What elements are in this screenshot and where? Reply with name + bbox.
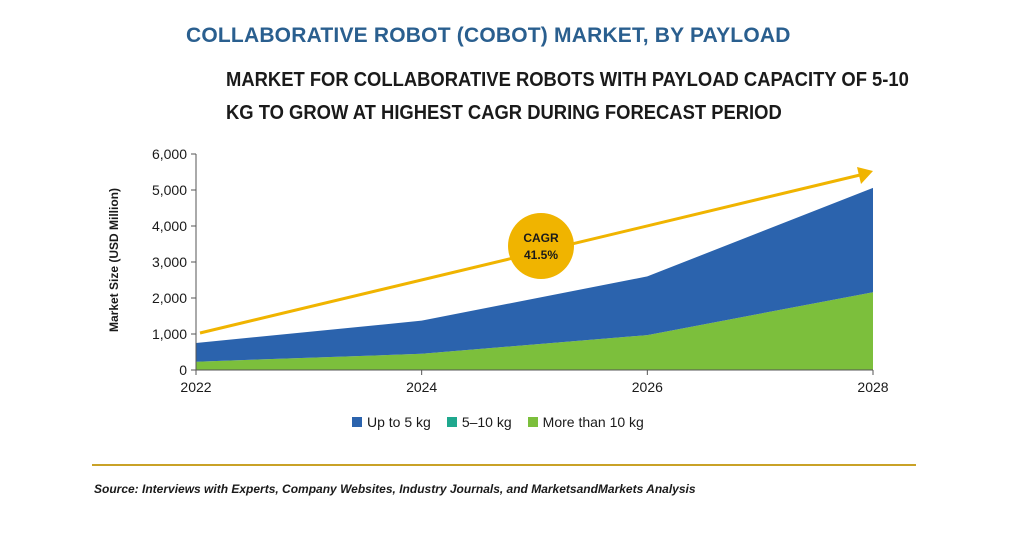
y-tick-label: 6,000	[152, 146, 187, 162]
y-axis-label: Market Size (USD Million)	[107, 188, 121, 332]
legend-item-5-10kg: 5–10 kg	[446, 414, 512, 430]
legend-item-more-than-10kg: More than 10 kg	[527, 414, 644, 430]
x-tick-label: 2026	[632, 379, 663, 395]
area-more-than-10-kg	[196, 292, 873, 370]
legend-swatch-more-than-10kg	[527, 417, 538, 427]
chart-title: COLLABORATIVE ROBOT (COBOT) MARKET, BY P…	[186, 24, 791, 47]
source-note: Source: Interviews with Experts, Company…	[94, 482, 696, 496]
y-tick-label: 2,000	[152, 290, 187, 306]
cagr-label: CAGR	[523, 231, 559, 245]
cagr-circle	[508, 213, 574, 279]
y-tick-label: 5,000	[152, 182, 187, 198]
y-tick-label: 4,000	[152, 218, 187, 234]
area-series-group	[196, 187, 873, 370]
y-tick-label: 0	[179, 362, 187, 378]
legend-swatch-up-to-5kg	[352, 417, 362, 427]
chart-subtitle: MARKET FOR COLLABORATIVE ROBOTS WITH PAY…	[226, 69, 909, 124]
x-tick-label: 2024	[406, 379, 437, 395]
legend-label: 5–10 kg	[461, 414, 512, 430]
x-tick-label: 2022	[180, 379, 211, 395]
legend-item-up-to-5kg: Up to 5 kg	[352, 414, 431, 430]
y-tick-label: 1,000	[152, 326, 187, 342]
axes-group: 0 1,000 2,000 3,000 4,000 5,000 6,000 2022 2024 2…	[152, 146, 889, 395]
legend-label: More than 10 kg	[542, 414, 644, 430]
legend-label: Up to 5 kg	[367, 414, 431, 430]
trend-arrowhead	[857, 167, 873, 184]
cagr-badge: CAGR 41.5%	[508, 213, 574, 279]
area-up-to-5-kg	[196, 187, 873, 362]
cagr-value: 41.5%	[524, 248, 558, 262]
legend: Up to 5 kg 5–10 kg More than 10 kg	[352, 414, 644, 430]
legend-swatch-5-10kg	[446, 417, 457, 427]
x-tick-label: 2028	[857, 379, 888, 395]
y-tick-label: 3,000	[152, 254, 187, 270]
source-divider	[92, 464, 916, 466]
